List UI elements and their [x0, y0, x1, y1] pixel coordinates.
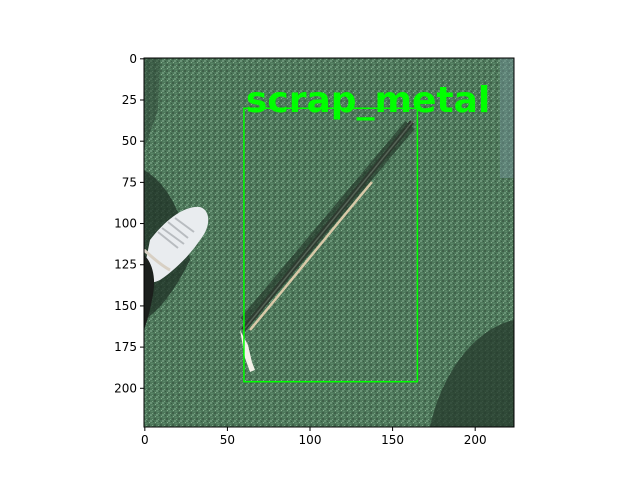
axes-frame [143, 57, 515, 428]
x-tick-label: 0 [141, 433, 149, 447]
y-tick-label: 75 [122, 175, 137, 189]
detections-layer: scrap_metal [243, 80, 490, 383]
bottom-right-shadow [430, 320, 514, 427]
y-tick-label: 0 [129, 52, 137, 66]
top-left-shadow [144, 58, 160, 150]
x-tick-label: 100 [299, 433, 322, 447]
metal-rod-highlight [244, 120, 414, 329]
y-tick-label: 100 [114, 217, 137, 231]
x-axis: 0 50 100 150 200 [141, 427, 487, 447]
y-tick-label: 175 [114, 340, 137, 354]
y-tick-label: 50 [122, 134, 137, 148]
detection-label: scrap_metal [246, 80, 490, 121]
y-tick-label: 150 [114, 299, 137, 313]
y-tick-label: 25 [122, 93, 137, 107]
y-tick-label: 200 [114, 381, 137, 395]
detection-box [243, 107, 419, 383]
top-right-edge [500, 58, 514, 178]
y-tick-label: 125 [114, 258, 137, 272]
x-tick-label: 50 [220, 433, 235, 447]
shoe [144, 206, 209, 330]
x-tick-label: 200 [464, 433, 487, 447]
string [249, 181, 373, 331]
y-axis: 0 25 50 75 100 125 150 175 200 [114, 52, 144, 395]
photo [144, 58, 514, 427]
turf-background [144, 58, 514, 427]
x-tick-label: 150 [381, 433, 404, 447]
